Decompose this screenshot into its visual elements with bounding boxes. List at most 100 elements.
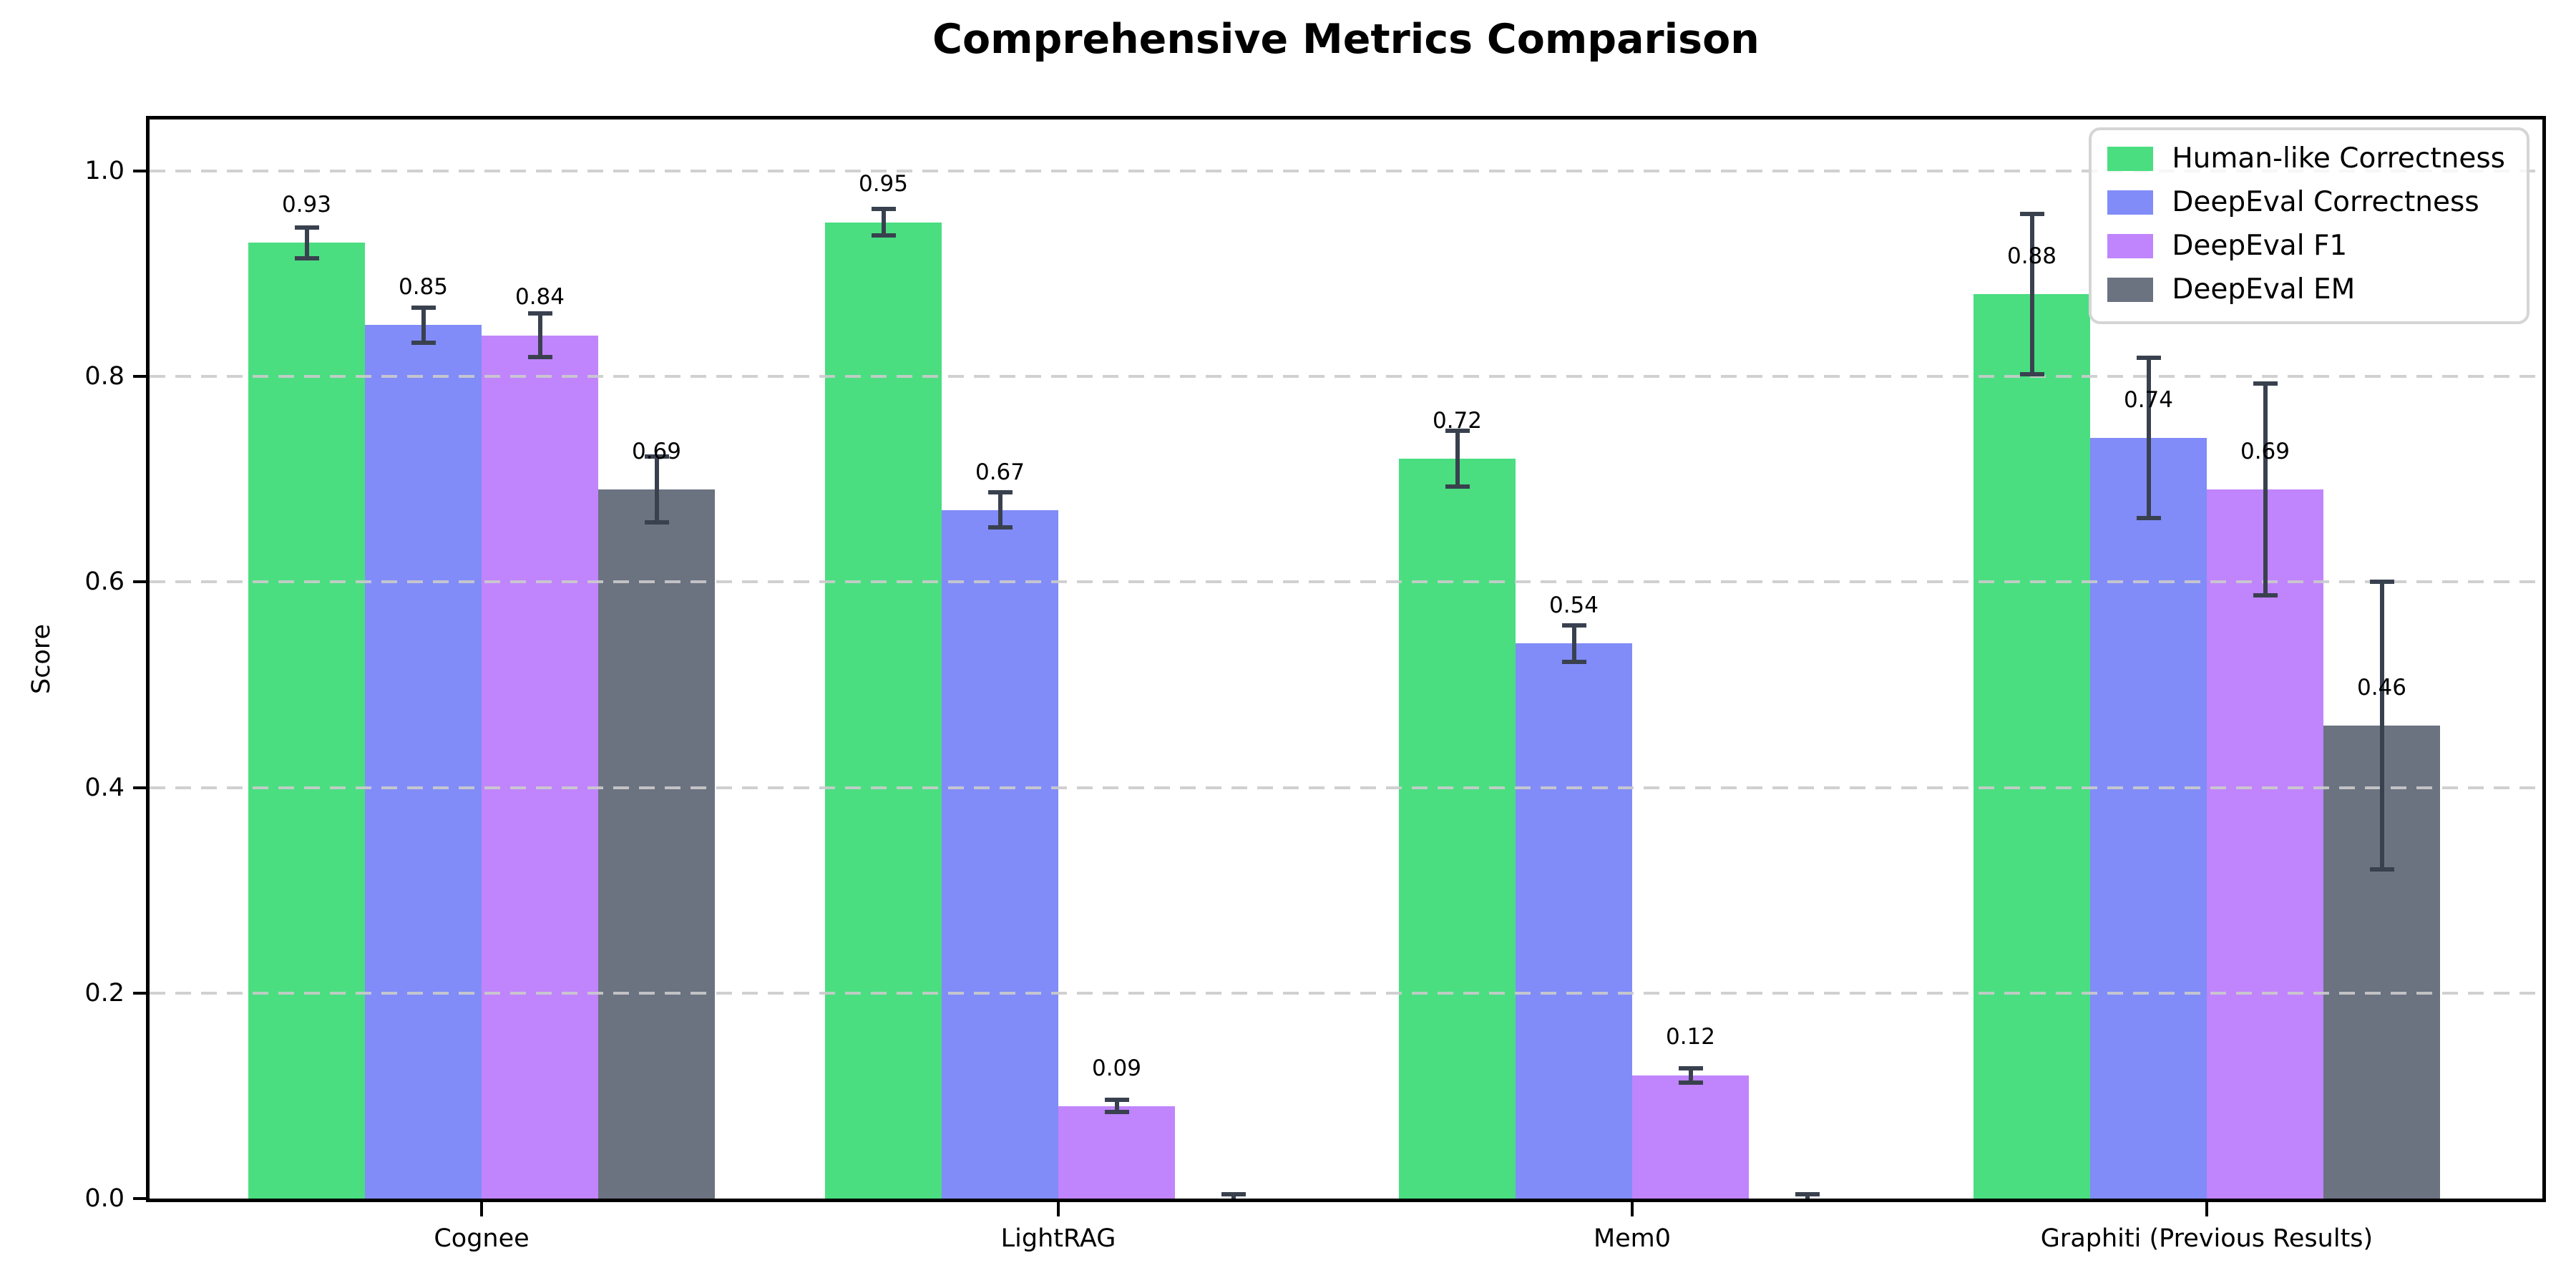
y-tick-mark [133, 580, 146, 584]
error-bar-cap [527, 311, 552, 316]
error-bar [1455, 431, 1460, 487]
y-tick-mark [133, 786, 146, 789]
error-bar-cap [871, 233, 896, 238]
y-tick-label: 0.0 [84, 1184, 125, 1213]
legend-label: Human-like Correctness [2172, 142, 2505, 175]
legend-swatch [2107, 277, 2154, 302]
error-bar-cap [1678, 1065, 1703, 1070]
legend-item: DeepEval Correctness [2107, 185, 2505, 219]
legend-label: DeepEval Correctness [2172, 185, 2479, 218]
y-tick-label: 0.8 [84, 362, 125, 391]
error-bar-cap [294, 255, 319, 260]
error-bar-cap [527, 354, 552, 359]
error-bar-cap [294, 225, 319, 230]
error-bar-cap [871, 206, 896, 211]
bar [1516, 643, 1632, 1199]
bar-value-label: 0.93 [281, 192, 332, 218]
bar [248, 243, 365, 1199]
error-bar [2379, 582, 2384, 870]
bar-value-label: 0.95 [858, 171, 909, 197]
chart-title: Comprehensive Metrics Comparison [932, 16, 1760, 63]
legend-item: DeepEval EM [2107, 273, 2505, 306]
bar-value-label: 0.69 [631, 438, 682, 464]
bar-value-label: 0.74 [2123, 387, 2174, 414]
bar [942, 509, 1058, 1199]
bar [2207, 489, 2323, 1199]
bar-value-label: 0.69 [2240, 438, 2290, 464]
gridline [150, 991, 2542, 995]
error-bar-cap [2019, 212, 2044, 217]
bar [1058, 1106, 1175, 1199]
legend-item: DeepEval F1 [2107, 230, 2505, 263]
bar-value-label: 0.84 [514, 284, 565, 311]
error-bar [654, 457, 659, 522]
error-bar-cap [1795, 1192, 1820, 1197]
bar [825, 222, 942, 1199]
error-bar [537, 313, 542, 357]
y-tick-label: 0.2 [84, 978, 125, 1008]
error-bar-cap [411, 340, 436, 345]
error-bar-cap [1221, 1192, 1246, 1197]
legend-label: DeepEval F1 [2172, 229, 2348, 262]
plot-area: 0.93 0.95 0.72 0.88 0.85 0.67 0.54 0.74 0.84 0.09… [146, 116, 2546, 1202]
error-bar-cap [2253, 381, 2278, 386]
error-bar-cap [1561, 623, 1586, 628]
bar [1974, 294, 2090, 1199]
plot-inner: 0.93 0.95 0.72 0.88 0.85 0.67 0.54 0.74 0.84 0.09… [150, 119, 2542, 1199]
error-bar [1688, 1068, 1693, 1083]
bar [1399, 458, 1516, 1199]
error-bar [1571, 625, 1576, 663]
error-bar-cap [1104, 1098, 1129, 1103]
gridline [150, 580, 2542, 584]
error-bar-cap [2253, 592, 2278, 597]
x-tick-label: LightRAG [1000, 1224, 1116, 1253]
x-tick-label: Mem0 [1593, 1224, 1672, 1253]
legend-swatch [2107, 234, 2154, 259]
gridline [150, 375, 2542, 379]
y-axis-title: Score [27, 623, 56, 695]
error-bar-cap [1561, 660, 1586, 665]
bar-value-label: 0.85 [398, 274, 449, 301]
y-tick-mark [133, 1197, 146, 1200]
error-bar-cap [987, 490, 1013, 495]
x-tick-mark [2205, 1202, 2208, 1216]
x-tick-mark [1057, 1202, 1060, 1216]
legend-item: Human-like Correctness [2107, 142, 2505, 175]
error-bar-cap [2136, 516, 2161, 521]
legend-label: DeepEval EM [2172, 273, 2356, 306]
gridline [150, 169, 2542, 172]
error-bar-cap [987, 525, 1013, 530]
bar [482, 335, 598, 1199]
error-bar-cap [1445, 484, 1470, 489]
y-tick-label: 0.4 [84, 773, 125, 802]
y-tick-mark [133, 375, 146, 379]
error-bar [2146, 358, 2151, 519]
bar [598, 489, 715, 1199]
bar-value-label: 0.12 [1665, 1024, 1716, 1050]
error-bar-cap [2136, 356, 2161, 361]
error-bar [304, 227, 309, 258]
error-bar [421, 307, 426, 343]
bar [365, 325, 482, 1199]
gridline [150, 786, 2542, 789]
bar-value-label: 0.09 [1091, 1055, 1142, 1081]
error-bar-cap [411, 305, 436, 310]
x-tick-label: Cognee [434, 1224, 530, 1253]
bar-value-label: 0.72 [1432, 407, 1483, 434]
y-tick-mark [133, 169, 146, 172]
y-tick-label: 0.6 [84, 567, 125, 597]
error-bar-cap [2369, 867, 2394, 872]
error-bar-cap [2019, 372, 2044, 377]
error-bar [881, 208, 886, 236]
bar-value-label: 0.67 [975, 459, 1025, 485]
bar-value-label: 0.46 [2356, 675, 2407, 701]
x-tick-label: Graphiti (Previous Results) [2040, 1224, 2373, 1253]
error-bar-cap [1445, 429, 1470, 434]
error-bar-cap [644, 520, 669, 525]
error-bar [2263, 384, 2268, 595]
bar-value-label: 0.54 [1548, 592, 1599, 619]
bar [1632, 1075, 1749, 1199]
error-bar [2029, 214, 2034, 375]
bar [2090, 438, 2207, 1199]
